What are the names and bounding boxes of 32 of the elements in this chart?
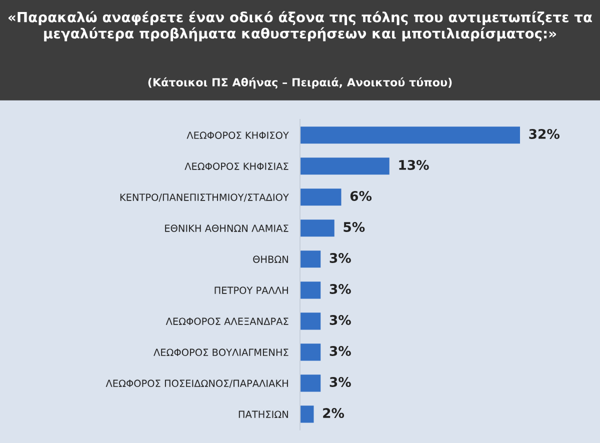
y-tick-label: ΕΘΝΙΚΗ ΑΘΗΝΩΝ ΛΑΜΙΑΣ bbox=[165, 224, 288, 232]
bar bbox=[300, 220, 334, 237]
data-label: 2% bbox=[323, 408, 344, 418]
y-tick-label: ΠΕΤΡΟΥ ΡΑΛΛΗ bbox=[214, 286, 288, 294]
chart-title: «Παρακαλώ αναφέρετε έναν οδικό άξονα της πόλης που αντιμετωπίζετε τα μεγαλύτερα προβλήματα καθυστερήσεων και μποτιλιαρίσματος:» bbox=[8, 11, 592, 42]
chart-subtitle: (Κάτοικοι ΠΣ Αθήνας – Πειραιά, Ανοικτού τύπου) bbox=[148, 77, 452, 89]
y-tick-label: ΛΕΩΦΟΡΟΣ ΚΗΦΙΣΟΥ bbox=[186, 132, 289, 139]
data-label: 3% bbox=[330, 315, 351, 326]
data-label: 3% bbox=[330, 346, 351, 356]
y-tick-label: ΠΑΤΗΣΙΩΝ bbox=[238, 410, 288, 418]
y-tick-label: ΘΗΒΩΝ bbox=[253, 256, 288, 263]
bar bbox=[300, 188, 342, 206]
bar bbox=[300, 312, 321, 330]
data-label: 3% bbox=[330, 377, 351, 388]
data-label: 5% bbox=[344, 222, 365, 232]
data-label: 32% bbox=[529, 128, 560, 139]
bar bbox=[300, 126, 520, 144]
data-label: 13% bbox=[399, 160, 429, 170]
y-tick-label: ΛΕΩΦΟΡΟΣ ΑΛΕΞΑΝΔΡΑΣ bbox=[166, 318, 288, 326]
data-label: 6% bbox=[350, 190, 372, 201]
bar bbox=[300, 250, 321, 268]
data-label: 3% bbox=[330, 284, 351, 294]
y-tick-label: ΛΕΩΦΟΡΟΣ ΠΟΣΕΙΔΩΝΟΣ/ΠΑΡΑΛΙΑΚΗ bbox=[106, 380, 288, 388]
bar bbox=[300, 344, 321, 361]
y-tick-label: ΛΕΩΦΟΡΟΣ ΒΟΥΛΙΑΓΜΕΝΗΣ bbox=[154, 348, 288, 356]
bar bbox=[300, 158, 390, 175]
bar bbox=[300, 406, 314, 423]
bar bbox=[300, 282, 321, 299]
y-tick-label: ΛΕΩΦΟΡΟΣ ΚΗΦΙΣΙΑΣ bbox=[184, 162, 288, 170]
data-label: 3% bbox=[330, 253, 351, 263]
y-tick-label: ΚΕΝΤΡΟ/ΠΑΝΕΠΙΣΤΗΜΙΟΥ/ΣΤΑΔΙΟΥ bbox=[120, 194, 289, 202]
bar bbox=[300, 374, 321, 392]
